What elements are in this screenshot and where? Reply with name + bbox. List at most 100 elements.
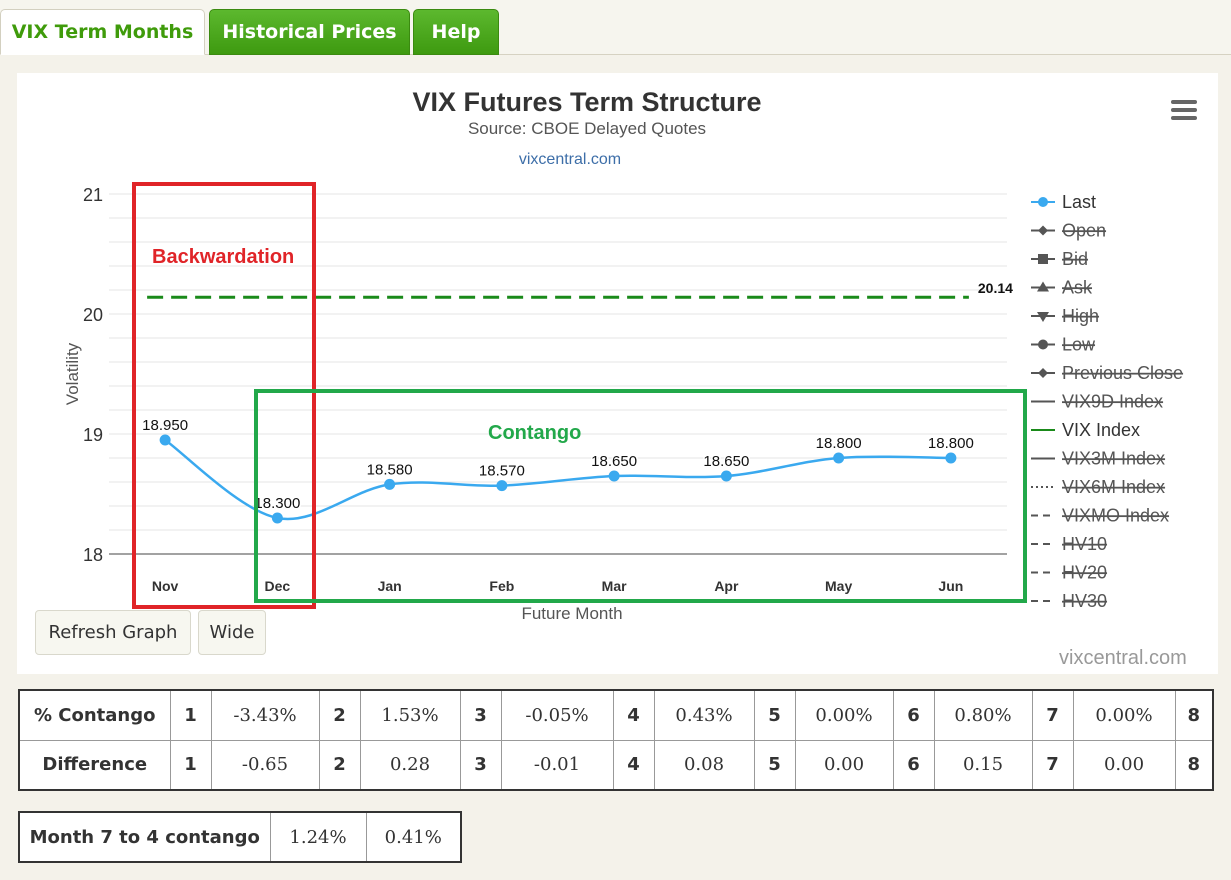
last-data-label: 18.800: [816, 435, 862, 452]
month-index: 2: [318, 739, 361, 791]
chart-credit: vixcentral.com: [1059, 647, 1187, 669]
legend-marker: [1038, 197, 1048, 207]
month-index: 5: [753, 689, 796, 741]
month-index: 3: [459, 739, 502, 791]
month-contango-label: Month 7 to 4 contango: [18, 811, 271, 863]
x-tick-label: May: [825, 578, 852, 594]
y-axis-label: Volatility: [63, 342, 82, 405]
month-index: 4: [612, 739, 655, 791]
last-data-point: [833, 452, 845, 464]
table-cell: 0.15: [933, 739, 1033, 791]
x-tick-label: Apr: [714, 578, 739, 594]
last-data-label: 18.800: [928, 435, 974, 452]
legend-item-label[interactable]: High: [1062, 306, 1099, 326]
chart-subtitle: Source: CBOE Delayed Quotes: [468, 119, 706, 138]
table-cell: 0.28: [359, 739, 461, 791]
month-contango-value: 0.41%: [365, 811, 462, 863]
term-structure-chart: VIX Futures Term Structure Source: CBOE D…: [63, 87, 1183, 623]
tab-bar: VIX Term Months Historical Prices Help: [0, 0, 1231, 55]
legend-marker: [1038, 254, 1048, 264]
x-tick-label: Mar: [602, 578, 627, 594]
last-data-point: [159, 434, 171, 446]
backwardation-annotation: Backwardation: [152, 246, 294, 268]
tab-vix-term-months[interactable]: VIX Term Months: [0, 9, 205, 55]
month-contango-table: Month 7 to 4 contango 1.24% 0.41%: [18, 811, 462, 863]
row-label: Difference: [18, 739, 171, 791]
legend-item-label[interactable]: Open: [1062, 221, 1106, 241]
legend-marker: [1038, 368, 1048, 378]
last-data-label: 18.580: [367, 461, 413, 478]
chart-title: VIX Futures Term Structure: [412, 87, 761, 117]
contango-annotation: Contango: [488, 422, 581, 444]
legend-marker: [1037, 281, 1049, 292]
month-index: 7: [1031, 739, 1074, 791]
tab-help[interactable]: Help: [413, 9, 499, 55]
x-tick-label: Jan: [378, 578, 402, 594]
table-cell: -0.01: [500, 739, 614, 791]
table-row: % Contango 1 -3.43% 2 1.53% 3 -0.05% 4 0.43% 5 0.0…: [18, 689, 1214, 741]
y-tick-label: 18: [83, 545, 103, 565]
legend-item-label[interactable]: VIX9D Index: [1062, 392, 1163, 412]
table-cell: 0.00: [1072, 739, 1176, 791]
legend-item-label[interactable]: HV10: [1062, 534, 1107, 554]
last-data-label: 18.300: [254, 495, 300, 512]
last-data-label: 18.950: [142, 417, 188, 434]
legend-item-label[interactable]: HV30: [1062, 591, 1107, 611]
vix-index-data-label: 20.14: [978, 280, 1013, 296]
table-row: Difference 1 -0.65 2 0.28 3 -0.01 4 0.08 5 0.00 6 0.…: [18, 739, 1214, 791]
last-data-point: [720, 470, 732, 482]
last-data-label: 18.650: [703, 453, 749, 470]
last-data-point: [945, 452, 957, 464]
y-tick-label: 19: [83, 425, 103, 445]
table-cell: -0.05%: [500, 689, 614, 741]
month-index: 1: [169, 689, 212, 741]
legend-item-label[interactable]: Low: [1062, 335, 1096, 355]
table-cell: 1.53%: [359, 689, 461, 741]
chart-panel: VIX Futures Term Structure Source: CBOE D…: [17, 73, 1218, 674]
month-index: 4: [612, 689, 655, 741]
y-tick-label: 21: [83, 185, 103, 205]
chart-menu-icon[interactable]: [1171, 100, 1197, 122]
month-index: 8: [1174, 739, 1214, 791]
legend-item-label[interactable]: Ask: [1062, 278, 1093, 298]
table-cell: 0.80%: [933, 689, 1033, 741]
month-index: 7: [1031, 689, 1074, 741]
month-index: 3: [459, 689, 502, 741]
last-data-point: [496, 480, 508, 492]
y-tick-label: 20: [83, 305, 103, 325]
tab-historical-prices[interactable]: Historical Prices: [209, 9, 410, 55]
month-index: 8: [1174, 689, 1214, 741]
x-tick-label: Nov: [152, 578, 179, 594]
wide-button[interactable]: Wide: [198, 610, 266, 655]
legend-item-label[interactable]: Last: [1062, 192, 1096, 212]
month-index: 6: [892, 689, 935, 741]
month-index: 6: [892, 739, 935, 791]
last-data-point: [271, 512, 283, 524]
last-data-point: [384, 478, 396, 490]
row-label: % Contango: [18, 689, 171, 741]
table-cell: -0.65: [210, 739, 320, 791]
contango-box: [254, 389, 1027, 603]
legend-marker: [1037, 312, 1049, 322]
month-index: 1: [169, 739, 212, 791]
last-data-label: 18.650: [591, 453, 637, 470]
table-cell: 0.08: [653, 739, 755, 791]
legend-marker: [1038, 225, 1048, 236]
x-axis-label: Future Month: [521, 604, 622, 623]
refresh-graph-button[interactable]: Refresh Graph: [35, 610, 191, 655]
table-cell: 0.00: [794, 739, 894, 791]
x-tick-label: Jun: [938, 578, 963, 594]
table-cell: 0.43%: [653, 689, 755, 741]
x-tick-label: Feb: [489, 578, 514, 594]
month-index: 2: [318, 689, 361, 741]
table-cell: 0.00%: [794, 689, 894, 741]
legend-item-label[interactable]: VIXMO Index: [1062, 506, 1169, 526]
legend-item-label[interactable]: HV20: [1062, 563, 1107, 583]
legend-item-label[interactable]: VIX6M Index: [1062, 477, 1165, 497]
legend-marker: [1038, 339, 1048, 350]
legend-item-label[interactable]: VIX Index: [1062, 420, 1140, 440]
legend-item-label[interactable]: Previous Close: [1062, 363, 1183, 383]
legend-item-label[interactable]: VIX3M Index: [1062, 449, 1165, 469]
legend-item-label[interactable]: Bid: [1062, 249, 1088, 269]
last-data-label: 18.570: [479, 463, 525, 480]
